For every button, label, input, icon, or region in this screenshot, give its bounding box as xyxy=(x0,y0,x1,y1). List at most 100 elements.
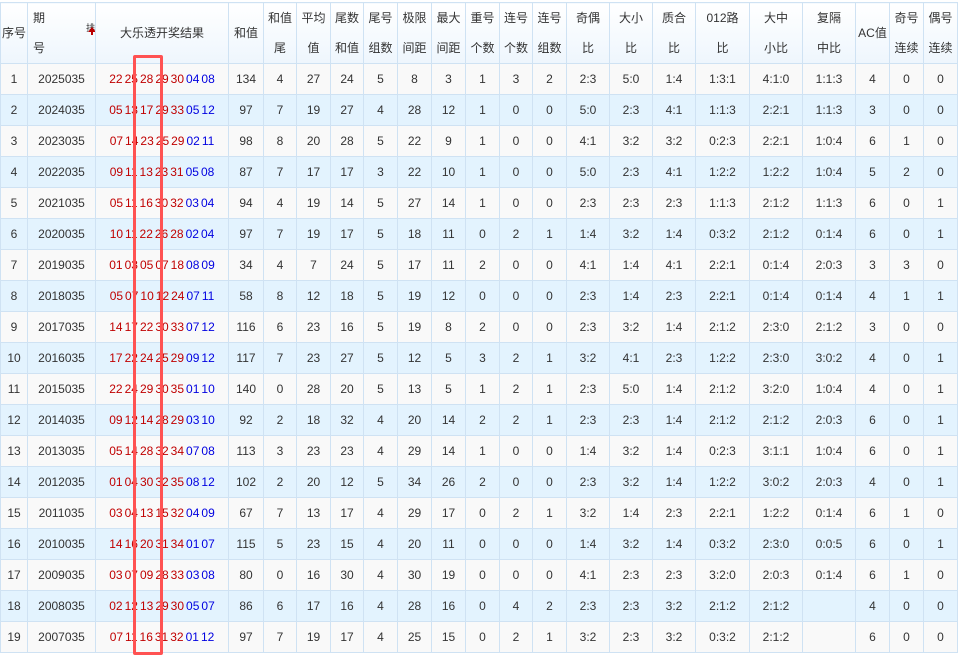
sort-arrow-icon[interactable] xyxy=(88,27,95,35)
header-col-10: 奇偶比 xyxy=(566,2,610,64)
stat-cell: 2:0:3 xyxy=(802,404,856,436)
back-ball: 07 xyxy=(186,444,200,458)
period-cell: 2021035 xyxy=(27,187,96,219)
stat-cell: 30 xyxy=(330,559,364,591)
header-label: 大小 xyxy=(618,11,643,25)
seq-cell: 18 xyxy=(0,590,28,622)
front-ball: 26 xyxy=(154,227,169,241)
header-col-3: 尾数 和值 xyxy=(330,2,364,64)
front-ball: 30 xyxy=(170,72,185,86)
stat-cell: 14 xyxy=(431,404,466,436)
stat-cell: 4 xyxy=(263,63,297,95)
stat-cell: 0 xyxy=(889,528,924,560)
front-ball: 17 xyxy=(109,351,123,365)
stat-cell: 15 xyxy=(330,528,364,560)
stat-cell: 2:1:2 xyxy=(749,404,803,436)
back-ball: 07 xyxy=(186,320,200,334)
stat-cell: 11 xyxy=(431,249,466,281)
stat-cell: 20 xyxy=(397,528,432,560)
stat-cell: 58 xyxy=(228,280,264,312)
table-row: 11 2015035 22 24 29 30 35 01 10 140 0 28 20 5 13 5 1 2 1 2:… xyxy=(0,373,958,405)
stat-cell: 4 xyxy=(855,63,890,95)
stat-cell: 4:1 xyxy=(652,94,696,126)
stat-cell: 6 xyxy=(855,404,890,436)
stat-cell: 3 xyxy=(889,249,924,281)
stat-cell: 23 xyxy=(296,528,331,560)
stat-cell: 1:4 xyxy=(652,373,696,405)
back-ball: 12 xyxy=(201,475,215,489)
stat-cell: 2 xyxy=(465,311,500,343)
stat-cell: 86 xyxy=(228,590,264,622)
front-ball: 34 xyxy=(170,537,185,551)
front-ball: 05 xyxy=(109,444,123,458)
stat-cell: 1 xyxy=(465,435,500,467)
stat-cell: 0:3:2 xyxy=(695,528,750,560)
stat-cell: 4 xyxy=(499,590,533,622)
stat-cell: 0 xyxy=(889,621,924,653)
stat-cell: 4 xyxy=(855,373,890,405)
stat-cell: 19 xyxy=(296,621,331,653)
stat-cell: 16 xyxy=(296,559,331,591)
stat-cell: 23 xyxy=(296,435,331,467)
header-col-18: 偶号 连续 xyxy=(923,2,958,64)
front-ball: 22 xyxy=(139,320,154,334)
stat-cell: 140 xyxy=(228,373,264,405)
stat-cell: 6 xyxy=(855,497,890,529)
front-ball: 16 xyxy=(139,630,153,644)
stat-cell: 2:3 xyxy=(609,590,653,622)
header-col-7: 重号 个数 xyxy=(465,2,500,64)
back-ball: 07 xyxy=(201,599,215,613)
header-col-5: 极限 间距 xyxy=(397,2,432,64)
front-ball: 30 xyxy=(170,599,185,613)
stat-cell: 0 xyxy=(499,280,533,312)
draw-result-cell: 14 17 22 30 33 07 12 xyxy=(95,311,229,343)
stat-cell: 92 xyxy=(228,404,264,436)
stat-cell: 2:3 xyxy=(652,280,696,312)
header-col-11: 大小比 xyxy=(609,2,653,64)
front-ball: 33 xyxy=(170,320,185,334)
table-row: 15 2011035 03 04 13 15 32 04 09 67 7 13 17 4 29 17 0 2 1 3:… xyxy=(0,497,958,529)
header-label: 尾数 xyxy=(334,11,359,25)
stat-cell: 2:3 xyxy=(566,187,610,219)
period-cell: 2017035 xyxy=(27,311,96,343)
back-ball: 04 xyxy=(200,227,215,241)
draw-result-cell: 22 25 28 29 30 04 08 xyxy=(95,63,229,95)
front-ball: 01 xyxy=(109,258,123,272)
header-label: 比 xyxy=(716,41,729,55)
stat-cell: 2 xyxy=(532,590,567,622)
stat-cell: 4 xyxy=(855,342,890,374)
header-period[interactable]: 期 号 排序 xyxy=(27,2,96,64)
stat-cell: 28 xyxy=(397,94,432,126)
stat-cell: 1 xyxy=(532,218,567,250)
draw-result-cell: 17 22 24 25 29 09 12 xyxy=(95,342,229,374)
stat-cell: 28 xyxy=(330,125,364,157)
front-ball: 28 xyxy=(170,227,184,241)
stat-cell: 2:3 xyxy=(609,559,653,591)
stat-cell: 5 xyxy=(855,156,890,188)
front-ball: 09 xyxy=(139,568,154,582)
stat-cell: 2:3 xyxy=(652,342,696,374)
stat-cell: 4 xyxy=(855,590,890,622)
draw-result-cell: 05 13 17 29 33 05 12 xyxy=(95,94,229,126)
period-cell: 2024035 xyxy=(27,94,96,126)
stat-cell: 2 xyxy=(532,63,567,95)
front-ball: 13 xyxy=(139,599,154,613)
stat-cell: 5 xyxy=(363,249,398,281)
stat-cell: 6 xyxy=(855,528,890,560)
header-label: 个数 xyxy=(503,41,528,55)
stat-cell: 5:0 xyxy=(566,156,610,188)
back-ball: 08 xyxy=(186,258,200,272)
stat-cell: 1 xyxy=(465,125,500,157)
header-label: 连续 xyxy=(894,41,919,55)
stat-cell: 113 xyxy=(228,435,264,467)
front-ball: 04 xyxy=(124,475,138,489)
stat-cell: 28 xyxy=(296,373,331,405)
front-ball: 14 xyxy=(125,134,139,148)
front-ball: 03 xyxy=(124,258,138,272)
stat-cell: 2 xyxy=(263,404,297,436)
stat-cell: 34 xyxy=(228,249,264,281)
stat-cell: 14 xyxy=(431,187,466,219)
stat-cell: 2:1:2 xyxy=(695,404,750,436)
header-label: 重号 xyxy=(470,11,495,25)
front-ball: 25 xyxy=(155,351,169,365)
